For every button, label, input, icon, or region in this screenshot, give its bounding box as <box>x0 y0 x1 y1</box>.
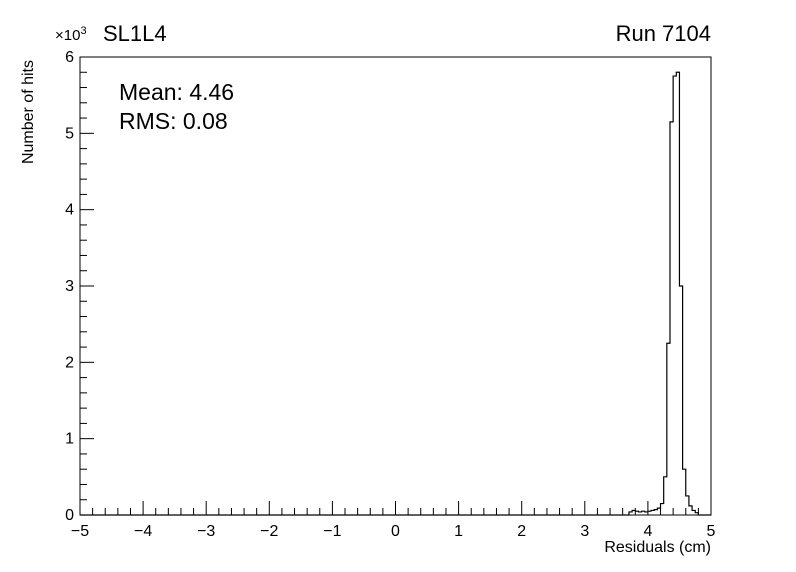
x-tick-label: 1 <box>454 523 463 540</box>
x-tick-label: 2 <box>517 523 526 540</box>
y-tick-label: 0 <box>65 507 74 524</box>
histogram-outline <box>80 71 711 516</box>
plot-title-left: SL1L4 <box>103 21 167 46</box>
y-axis-title: Number of hits <box>20 60 37 164</box>
stat-mean: Mean: 4.46 <box>119 79 234 105</box>
x-tick-label: 0 <box>391 523 400 540</box>
y-tick-label: 4 <box>65 202 74 219</box>
y-tick-label: 2 <box>65 354 74 371</box>
histogram-series <box>80 71 711 516</box>
x-axis-ticks <box>79 501 712 515</box>
y-tick-label: 5 <box>65 125 74 142</box>
x-tick-label: 3 <box>580 523 589 540</box>
x-tick-label: −1 <box>323 523 341 540</box>
y-axis-scale-exponent: 3 <box>80 25 86 37</box>
y-axis-scale-base: ×10 <box>55 27 80 44</box>
x-axis-title: Residuals (cm) <box>604 539 711 556</box>
y-axis-tick-labels: 0 1 2 3 4 5 6 <box>65 49 74 524</box>
y-axis-scale-label: ×103 <box>55 25 87 44</box>
stat-rms: RMS: 0.08 <box>119 108 228 134</box>
y-axis-ticks <box>80 56 94 516</box>
y-tick-label: 3 <box>65 278 74 295</box>
x-tick-label: −3 <box>197 523 215 540</box>
x-axis-tick-labels: −5 −4 −3 −2 −1 0 1 2 3 4 5 <box>71 523 716 540</box>
x-tick-label: 4 <box>643 523 652 540</box>
plot-title-right: Run 7104 <box>616 21 711 46</box>
x-tick-label: −4 <box>134 523 152 540</box>
y-tick-label: 6 <box>65 49 74 66</box>
x-tick-label: −5 <box>71 523 89 540</box>
y-tick-label: 1 <box>65 431 74 448</box>
x-tick-label: −2 <box>260 523 278 540</box>
x-tick-label: 5 <box>707 523 716 540</box>
